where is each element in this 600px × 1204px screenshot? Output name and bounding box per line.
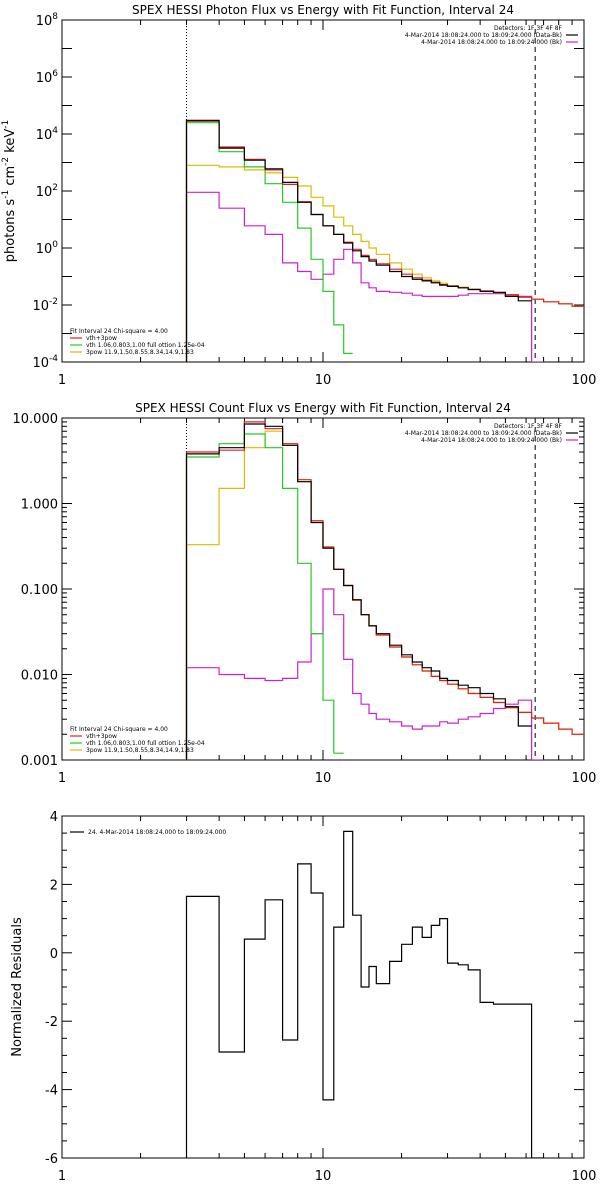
legend-bottom-left-item: Fit Interval 24 Chi-square = 4.00 (70, 726, 168, 733)
legend-bottom-left-item: 3pow 11.9,1.50,8.55,8.34,14.9,1.83 (86, 349, 194, 356)
y-tick-label: 106 (36, 69, 59, 86)
chart-panel-2: SPEX HESSI Count Flux vs Energy with Fit… (13, 401, 597, 786)
chart-panel-3: Normalized Residuals 1 10 100 -6 -4 -2 0 2 4 24. 4… (10, 810, 596, 1184)
y-tick-label: -2 (45, 1015, 58, 1030)
x-tick-label: 1 (58, 373, 66, 388)
y-tick-label: 100 (36, 240, 59, 257)
x-tick-label: 1 (58, 771, 66, 786)
y-tick-label: 10-2 (32, 297, 58, 314)
y-tick-label: 104 (36, 126, 59, 143)
y-tick-label: -4 (45, 1084, 58, 1099)
legend-bottom-left-item: vth 1.06,0.803,1.00 full ottion 1.25e-04 (86, 342, 205, 349)
y-tick-label: 108 (36, 12, 59, 29)
plot-frame (61, 19, 585, 363)
legend-top-left-item: 24. 4-Mar-2014 18:08:24.000 to 18:09:24.… (88, 829, 226, 836)
legend-bottom-left-item: vth+3pow (86, 335, 117, 342)
x-tick-label: 100 (572, 1169, 597, 1184)
chart-title: SPEX HESSI Photon Flux vs Energy with Fi… (132, 3, 514, 17)
chart-panel-1: SPEX HESSI Photon Flux vs Energy with Fi… (1, 3, 596, 388)
y-tick-label: 0.100 (21, 583, 58, 598)
y-tick-label: 10.000 (13, 412, 59, 427)
legend-bottom-left-item: Fit Interval 24 Chi-square = 4.00 (70, 328, 168, 335)
chart-title: SPEX HESSI Count Flux vs Energy with Fit… (135, 401, 511, 415)
y-tick-label: 2 (50, 878, 58, 893)
legend-top-right-item: 4-Mar-2014 18:08:24.000 to 18:09:24.000 … (405, 430, 562, 437)
series-line (185, 433, 344, 760)
series-line (185, 830, 544, 1158)
x-tick-label: 10 (315, 771, 332, 786)
y-tick-label: 0.010 (21, 669, 58, 684)
legend-top-right-item: Detectors: 1F 3F 4F 8F (494, 423, 563, 430)
series-group (185, 119, 584, 362)
x-tick-label: 100 (572, 373, 597, 388)
legend-bottom-left-item: vth 1.06,0.803,1.00 full ottion 1.25e-04 (86, 740, 205, 747)
y-tick-label: 0.001 (21, 754, 58, 769)
y-tick-label: 10-4 (32, 354, 58, 371)
legend-top-right-item: 4-Mar-2014 18:08:24.000 to 18:09:24.000 … (421, 39, 562, 46)
legend-bottom-left-item: vth+3pow (86, 733, 117, 740)
legend-top-right-item: Detectors: 1F 3F 4F 8F (494, 25, 563, 32)
series-line (185, 119, 532, 362)
y-tick-label: 1.000 (21, 498, 58, 513)
series-line (185, 120, 584, 362)
series-line (185, 423, 532, 760)
y-tick-label: -6 (45, 1152, 58, 1167)
series-line (185, 588, 544, 760)
x-tick-label: 10 (315, 1169, 332, 1184)
x-tick-label: 10 (315, 373, 332, 388)
series-line (185, 421, 584, 760)
series-line (185, 430, 584, 760)
y-tick-label: 102 (36, 183, 58, 200)
legend-top-right-item: 4-Mar-2014 18:08:24.000 to 18:09:24.000 … (421, 437, 562, 444)
series-group (185, 830, 544, 1158)
series-group (185, 421, 584, 760)
y-axis-label: photons s-1 cm-2 keV-1 (1, 120, 18, 262)
series-line (185, 191, 544, 362)
legend-top-right-item: 4-Mar-2014 18:08:24.000 to 18:09:24.000 … (405, 32, 562, 39)
x-tick-label: 1 (58, 1169, 66, 1184)
y-tick-label: 0 (50, 947, 58, 962)
series-line (185, 122, 353, 362)
x-tick-label: 100 (572, 771, 597, 786)
y-tick-label: 4 (50, 810, 58, 825)
legend-bottom-left-item: 3pow 11.9,1.50,8.55,8.34,14.9,1.83 (86, 747, 194, 754)
y-axis-label: Normalized Residuals (10, 917, 25, 1057)
